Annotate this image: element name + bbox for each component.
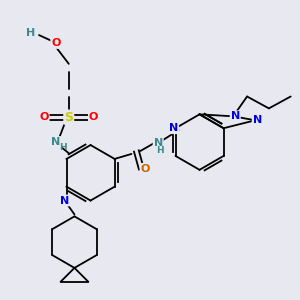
Text: H: H bbox=[26, 28, 36, 38]
Text: N: N bbox=[253, 115, 262, 125]
Text: N: N bbox=[154, 138, 163, 148]
Text: H: H bbox=[59, 142, 67, 152]
Text: O: O bbox=[39, 112, 49, 122]
Text: H: H bbox=[156, 146, 164, 155]
Text: S: S bbox=[64, 111, 73, 124]
Text: O: O bbox=[141, 164, 150, 174]
Text: N: N bbox=[169, 123, 178, 133]
Text: O: O bbox=[89, 112, 98, 122]
Text: O: O bbox=[51, 38, 61, 48]
Text: N: N bbox=[60, 196, 69, 206]
Text: N: N bbox=[231, 111, 240, 121]
Text: N: N bbox=[51, 137, 61, 147]
